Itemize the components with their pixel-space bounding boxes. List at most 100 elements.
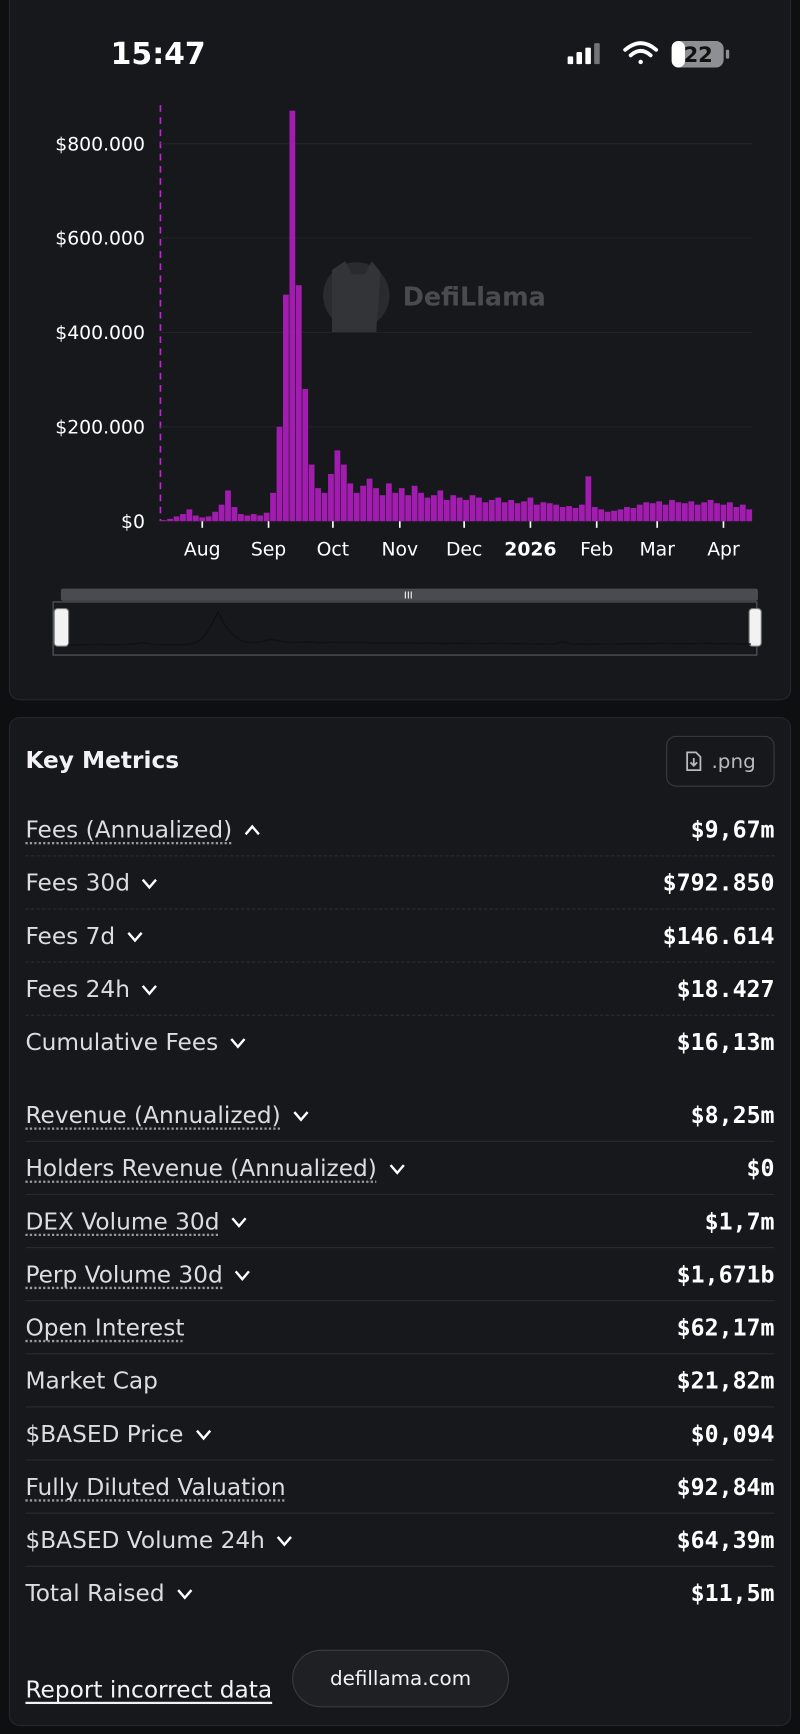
bar: [598, 509, 605, 522]
site-pill[interactable]: defillama.com: [292, 1649, 509, 1708]
metric-label: DEX Volume 30d: [25, 1208, 248, 1234]
bar: [212, 511, 219, 522]
bar: [321, 492, 328, 522]
navigator-line: [67, 610, 751, 646]
bar: [495, 497, 502, 522]
bar: [225, 490, 231, 522]
bar: [611, 510, 617, 522]
metric-label-text: Total Raised: [25, 1580, 165, 1607]
chevron: [277, 1535, 293, 1546]
bar: [180, 514, 186, 522]
bar: [688, 501, 695, 522]
metric-value: $92,84m: [676, 1473, 775, 1500]
bar: [270, 492, 276, 522]
bar: [527, 497, 534, 522]
metric-row[interactable]: Fees 30d $792.850: [25, 856, 775, 910]
metric-label: Fully Diluted Valuation: [25, 1473, 285, 1500]
bar: [733, 507, 740, 522]
bar: [488, 499, 495, 522]
metric-label-text: Open Interest: [25, 1313, 185, 1341]
bar: [694, 504, 701, 522]
status-time: 15:47: [111, 37, 206, 72]
export-button[interactable]: .png: [666, 735, 775, 787]
bar: [508, 499, 515, 522]
chevron: [244, 824, 260, 835]
bar: [533, 504, 540, 522]
bar: [173, 516, 180, 522]
metric-row[interactable]: $BASED Volume 24h $64,39m: [25, 1514, 775, 1567]
metric-label-text: Perp Volume 30d: [25, 1260, 223, 1288]
chevron-shape: [230, 1038, 246, 1049]
metric-label-text: Holders Revenue (Annualized): [25, 1154, 377, 1182]
bar: [379, 495, 386, 522]
metric-row[interactable]: Holders Revenue (Annualized) $0: [25, 1142, 775, 1196]
y-tick-label: $400.000: [55, 323, 145, 344]
bar: [482, 502, 489, 522]
metric-label: Cumulative Fees: [25, 1029, 247, 1056]
bar: [662, 504, 669, 522]
bar: [295, 285, 302, 522]
navigator-handle-left[interactable]: [53, 608, 70, 647]
bar: [411, 485, 418, 522]
bar: [559, 507, 566, 522]
bar: [392, 492, 399, 522]
metric-row[interactable]: Perp Volume 30d $1,671b: [25, 1248, 775, 1302]
chevron-shape: [389, 1163, 405, 1175]
bar: [681, 503, 688, 522]
metric-row[interactable]: DEX Volume 30d $1,7m: [25, 1195, 775, 1249]
bar: [566, 506, 572, 522]
x-tick-label: Sep: [251, 539, 286, 560]
x-tick-label: Mar: [639, 539, 675, 560]
bar: [437, 490, 444, 522]
bar: [656, 501, 663, 522]
bar: [456, 497, 463, 522]
report-link[interactable]: Report incorrect data: [25, 1676, 273, 1703]
metric-row[interactable]: Fees 24h $18.427: [25, 963, 775, 1016]
metric-row[interactable]: Fees 7d $146.614: [25, 910, 775, 963]
bar: [604, 511, 611, 522]
metric-row[interactable]: Fees (Annualized) $9,67m: [25, 803, 775, 857]
x-tick-label: Nov: [381, 539, 418, 560]
bar: [308, 464, 315, 522]
battery-level: [671, 40, 685, 68]
bar: [514, 503, 521, 522]
x-tick-label: Oct: [317, 539, 350, 560]
bar: [643, 502, 650, 522]
battery-tip: [725, 49, 730, 59]
bar: [205, 516, 212, 522]
bar: [739, 504, 746, 522]
metric-row[interactable]: Revenue (Annualized) $8,25m: [25, 1089, 775, 1142]
bar: [334, 450, 341, 522]
metric-label: Open Interest: [25, 1314, 184, 1341]
bar: [572, 507, 579, 522]
metric-row[interactable]: Cumulative Fees $16,13m: [25, 1016, 774, 1069]
bar: [624, 507, 630, 522]
chevron: [235, 1270, 251, 1281]
chevron-shape: [127, 931, 143, 942]
bar: [199, 517, 206, 522]
metric-value: $792.850: [662, 869, 775, 896]
watermark: DefiLlama: [403, 281, 546, 311]
bar: [443, 499, 450, 522]
bar: [746, 509, 753, 522]
metric-label: Fees 7d: [25, 922, 143, 949]
metric-row[interactable]: Total Raised $11,5m: [25, 1567, 774, 1620]
metric-label-text: Fees 7d: [25, 922, 116, 949]
bar: [714, 503, 720, 522]
bar: [521, 501, 527, 522]
chevron-shape: [235, 1270, 251, 1281]
metric-value: $0: [746, 1154, 775, 1182]
watermark-logo: [323, 261, 390, 332]
navigator-bar: [60, 588, 758, 601]
y-tick-label: $600.000: [55, 229, 145, 250]
navigator-handle-right[interactable]: [748, 608, 762, 647]
metric-label-text: Market Cap: [25, 1367, 158, 1394]
metric-value: $8,25m: [690, 1101, 775, 1129]
metric-row[interactable]: $BASED Price $0,094: [25, 1407, 775, 1461]
bar: [579, 504, 585, 522]
wifi-icon: [623, 41, 659, 65]
bar: [707, 499, 714, 522]
bar: [237, 514, 244, 522]
bar: [398, 488, 405, 522]
